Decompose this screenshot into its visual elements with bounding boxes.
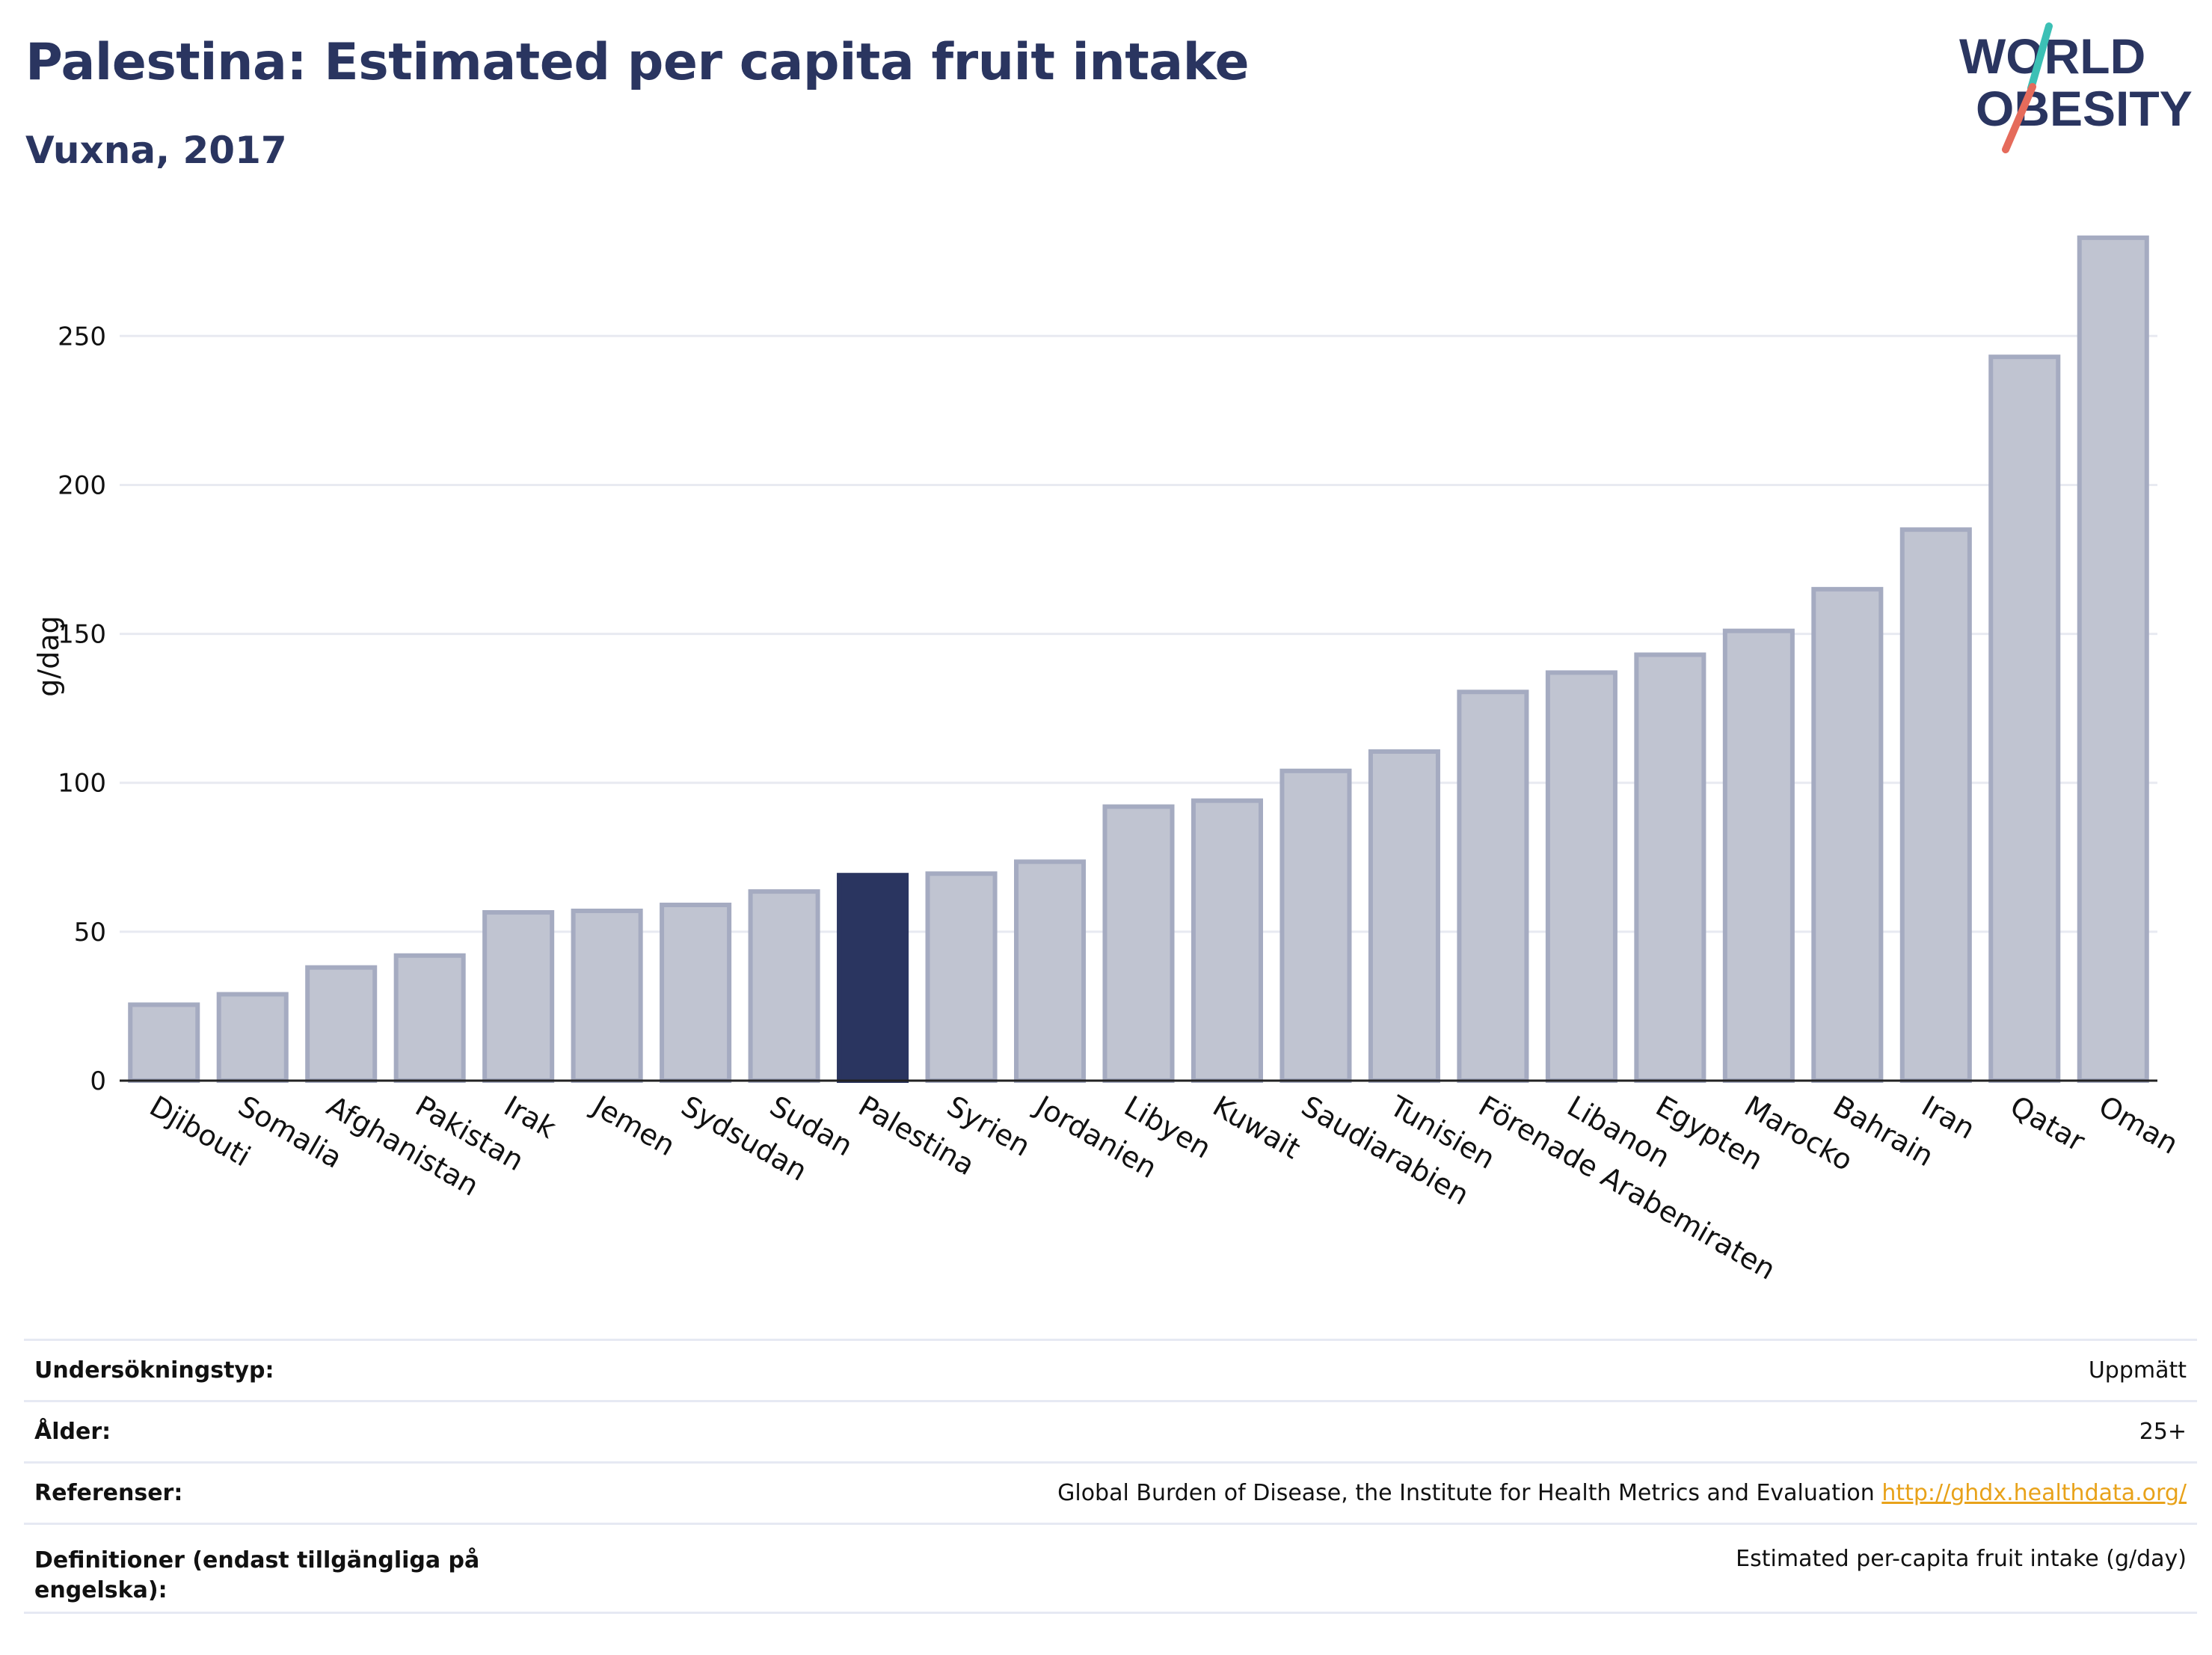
bar-saudiarabien: [1279, 768, 1352, 1083]
bar-libyen: [1102, 804, 1175, 1083]
x-tick-label: Jemen: [586, 1089, 681, 1163]
x-tick-label: Qatar: [2005, 1090, 2091, 1158]
info-row-definitions: Definitioner (endast tillgängliga på eng…: [24, 1523, 2197, 1614]
bar-syrien: [925, 871, 998, 1083]
bar-sydsudan: [660, 903, 732, 1083]
info-value-wrap: Global Burden of Disease, the Institute …: [1057, 1480, 2187, 1506]
reference-link[interactable]: http://ghdx.healthdata.org/: [1881, 1480, 2187, 1506]
y-tick-label: 200: [58, 470, 106, 500]
bar-pakistan: [393, 953, 466, 1083]
logo-line1: WORLD: [1959, 28, 2145, 84]
y-tick-label: 50: [74, 918, 106, 948]
y-tick-label: 250: [58, 322, 106, 351]
x-tick-label: Oman: [2093, 1090, 2184, 1161]
y-tick-label: 100: [58, 769, 106, 799]
bar-oman: [2077, 235, 2149, 1084]
info-row-references: Referenser: Global Burden of Disease, th…: [24, 1461, 2197, 1523]
info-label: Definitioner (endast tillgängliga på eng…: [34, 1547, 480, 1603]
y-tick-label: 150: [58, 620, 106, 650]
chart-title: Palestina: Estimated per capita fruit in…: [25, 33, 1250, 92]
info-value: Uppmätt: [2088, 1357, 2187, 1384]
logo-slash-teal: [2027, 22, 2053, 92]
bar-irak: [482, 909, 555, 1083]
bar-palestina: [837, 873, 909, 1084]
bar-chart: 050100150200250g/dagDjiboutiSomaliaAfgha…: [32, 235, 2184, 1286]
bar-somalia: [216, 992, 289, 1083]
info-label: Ålder:: [34, 1419, 111, 1445]
bar-egypten: [1634, 652, 1706, 1083]
y-axis-label: g/dag: [32, 615, 65, 696]
info-value: Estimated per-capita fruit intake (g/day…: [1736, 1546, 2187, 1572]
bar-jordanien: [1014, 859, 1087, 1083]
info-label: Undersökningstyp:: [34, 1357, 274, 1384]
world-obesity-logo: WORLD OBESITY: [1959, 22, 2193, 153]
bar-qatar: [1988, 354, 2061, 1084]
x-tick-label: Djibouti: [144, 1090, 256, 1173]
info-row-survey-type: Undersökningstyp: Uppmätt: [24, 1339, 2197, 1400]
info-row-age: Ålder: 25+: [24, 1400, 2197, 1461]
bar-tunisien: [1368, 749, 1440, 1083]
bar-afghanistan: [305, 965, 378, 1083]
y-tick-label: 0: [90, 1066, 106, 1096]
bar-bahrain: [1811, 586, 1884, 1083]
bar-iran: [1899, 527, 1972, 1083]
bar-förenade-arabemiraten: [1457, 690, 1529, 1083]
info-value: Global Burden of Disease, the Institute …: [1057, 1480, 1875, 1506]
info-label: Referenser:: [34, 1480, 183, 1506]
bar-libanon: [1545, 670, 1617, 1083]
bar-djibouti: [128, 1002, 200, 1084]
bar-sudan: [748, 889, 820, 1084]
bar-jemen: [571, 908, 643, 1084]
bar-kuwait: [1191, 798, 1264, 1084]
logo-slash-coral: [2002, 83, 2036, 153]
chart-subtitle: Vuxna, 2017: [25, 129, 287, 172]
x-tick-label: Kuwait: [1207, 1090, 1306, 1166]
info-table: Undersökningstyp: Uppmätt Ålder: 25+ Ref…: [24, 1339, 2197, 1614]
bar-marocko: [1722, 628, 1795, 1083]
info-value: 25+: [2139, 1419, 2187, 1445]
